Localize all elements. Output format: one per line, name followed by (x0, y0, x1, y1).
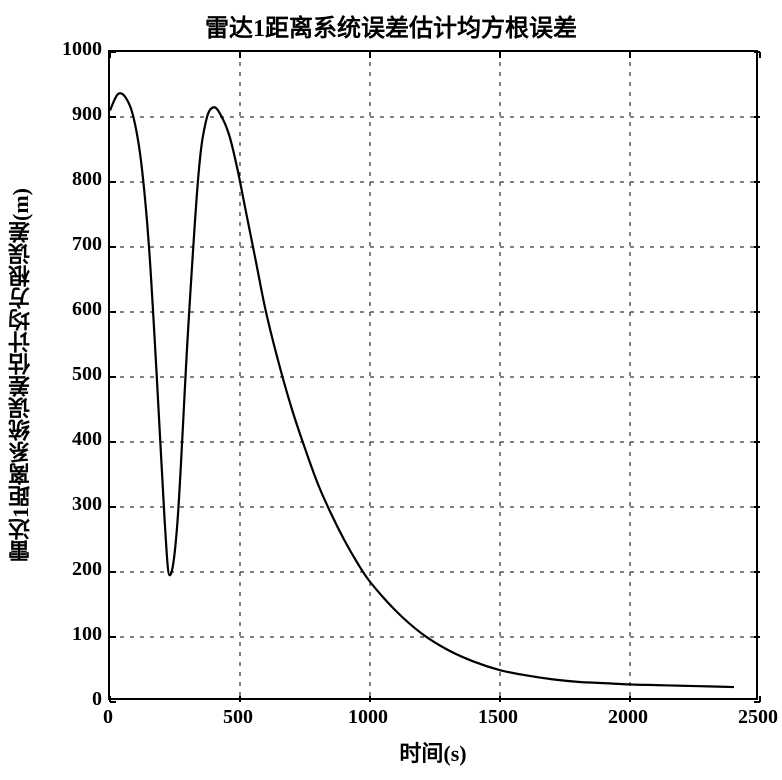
ytick-label: 600 (72, 298, 102, 321)
x-axis-label: 时间(s) (108, 736, 758, 768)
ytick-label: 1000 (62, 38, 102, 61)
y-axis-label: 雷达1距离系统误差估计均方根误差(m) (5, 50, 37, 700)
ytick-label: 500 (72, 363, 102, 386)
xtick-label: 500 (198, 706, 278, 729)
xtick-label: 1500 (458, 706, 538, 729)
plot-svg (110, 52, 756, 698)
ytick-label: 900 (72, 103, 102, 126)
ytick-label: 400 (72, 428, 102, 451)
ytick-label: 100 (72, 623, 102, 646)
chart-title: 雷达1距离系统误差估计均方根误差 (0, 8, 782, 43)
xtick-label: 2000 (588, 706, 668, 729)
grid-group (110, 52, 760, 702)
xtick-label: 2500 (718, 706, 782, 729)
xtick-label: 0 (68, 706, 148, 729)
ytick-label: 800 (72, 168, 102, 191)
xtick-label: 1000 (328, 706, 408, 729)
ytick-label: 200 (72, 558, 102, 581)
ytick-label: 700 (72, 233, 102, 256)
ytick-label: 300 (72, 493, 102, 516)
plot-area (108, 50, 758, 700)
figure: 雷达1距离系统误差估计均方根误差 雷达1距离系统误差估计均方根误差(m) 时间(… (0, 0, 782, 780)
